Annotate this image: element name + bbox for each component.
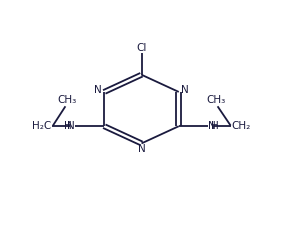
Text: N: N: [94, 85, 102, 95]
Text: H: H: [64, 121, 72, 131]
Text: CH₃: CH₃: [57, 95, 76, 105]
Text: N: N: [208, 121, 216, 131]
Text: N: N: [67, 121, 75, 131]
Text: H₂C: H₂C: [32, 121, 52, 131]
Text: N: N: [138, 144, 145, 154]
Text: CH₂: CH₂: [231, 121, 251, 131]
Text: CH₃: CH₃: [207, 95, 226, 105]
Text: H: H: [211, 121, 219, 131]
Text: N: N: [181, 85, 189, 95]
Text: Cl: Cl: [136, 43, 147, 53]
